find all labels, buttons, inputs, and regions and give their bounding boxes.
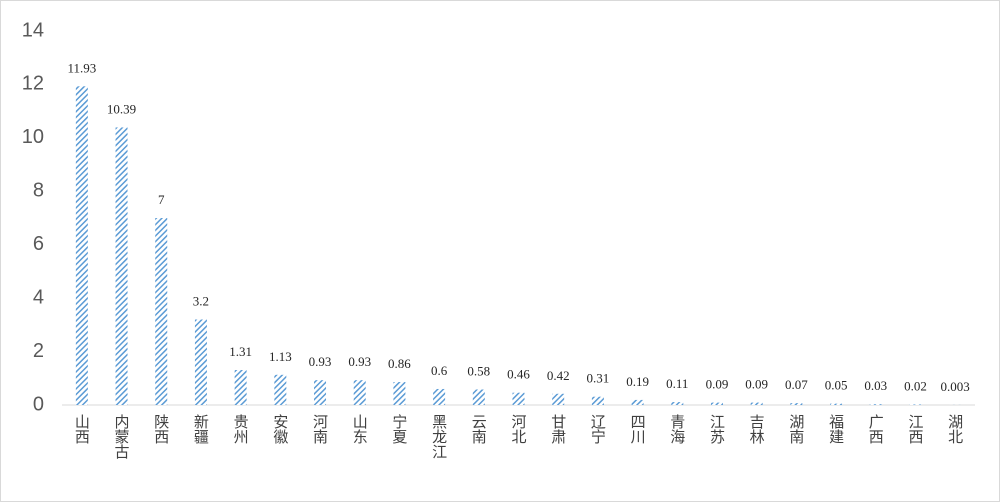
value-label: 0.05 xyxy=(825,378,848,393)
y-tick-label: 10 xyxy=(22,126,44,148)
y-tick-label: 14 xyxy=(22,19,44,41)
value-label: 0.03 xyxy=(864,378,887,393)
bar xyxy=(591,396,604,405)
x-tick-label: 江西 xyxy=(906,414,924,444)
value-label: 0.09 xyxy=(745,377,768,392)
bar xyxy=(790,403,803,405)
bar xyxy=(830,403,843,405)
x-tick-label: 广西 xyxy=(867,414,885,444)
x-tick-label: 安徽 xyxy=(271,414,289,444)
value-label: 0.09 xyxy=(706,377,729,392)
x-tick-label: 四川 xyxy=(629,414,647,444)
x-tick-label: 贵州 xyxy=(232,414,250,444)
x-tick-label: 江苏 xyxy=(708,414,726,445)
value-label: 0.11 xyxy=(666,376,688,391)
x-tick-label: 河北 xyxy=(510,414,528,444)
y-tick-label: 2 xyxy=(33,340,44,362)
x-tick-label: 青海 xyxy=(668,414,686,444)
bar xyxy=(671,402,684,405)
value-label: 11.93 xyxy=(67,60,96,75)
bar xyxy=(353,380,366,405)
value-label: 0.003 xyxy=(941,379,970,394)
x-tick-label: 湖北 xyxy=(946,414,964,444)
x-tick-label: 辽宁 xyxy=(589,414,607,444)
x-tick-label: 云南 xyxy=(470,414,488,444)
value-label: 0.02 xyxy=(904,378,927,393)
bar xyxy=(710,402,723,405)
bar xyxy=(433,388,446,405)
x-tick-label: 新疆 xyxy=(192,414,210,444)
value-label: 7 xyxy=(158,192,165,207)
y-tick-label: 6 xyxy=(33,233,44,255)
value-label: 0.07 xyxy=(785,377,808,392)
bar xyxy=(869,404,882,405)
bar xyxy=(909,404,922,405)
x-tick-label: 内蒙古 xyxy=(113,414,131,459)
bar xyxy=(512,392,525,405)
bar xyxy=(274,374,287,405)
x-tick-label: 陕西 xyxy=(152,414,170,444)
value-label: 0.86 xyxy=(388,356,411,371)
value-label: 0.93 xyxy=(348,354,371,369)
x-tick-label: 黑龙江 xyxy=(430,414,448,459)
value-label: 0.42 xyxy=(547,368,570,383)
bar xyxy=(155,218,168,405)
value-label: 1.13 xyxy=(269,349,292,364)
value-label: 0.58 xyxy=(467,364,490,379)
value-label: 0.19 xyxy=(626,374,649,389)
value-label: 10.39 xyxy=(107,101,136,116)
x-tick-label: 山东 xyxy=(351,414,369,444)
bar xyxy=(552,393,565,405)
y-tick-label: 12 xyxy=(22,73,44,95)
bar xyxy=(631,399,644,405)
bar xyxy=(314,380,327,405)
value-label: 0.31 xyxy=(587,371,610,386)
x-tick-label: 宁夏 xyxy=(390,414,408,444)
x-tick-label: 湖南 xyxy=(787,414,805,444)
y-tick-label: 0 xyxy=(33,393,44,415)
y-tick-label: 4 xyxy=(33,286,44,308)
bar xyxy=(115,127,128,405)
bar xyxy=(393,382,406,405)
x-tick-label: 河南 xyxy=(311,414,329,444)
x-tick-label: 山西 xyxy=(73,414,91,444)
x-tick-label: 福建 xyxy=(827,414,845,444)
value-label: 3.2 xyxy=(193,294,209,309)
bar xyxy=(75,86,88,405)
bar xyxy=(472,389,485,405)
y-tick-label: 8 xyxy=(33,180,44,202)
x-tick-label: 吉林 xyxy=(748,414,766,444)
bar xyxy=(750,402,763,405)
value-label: 0.93 xyxy=(309,354,332,369)
value-label: 1.31 xyxy=(229,344,252,359)
value-label: 0.6 xyxy=(431,363,448,378)
value-label: 0.46 xyxy=(507,367,530,382)
x-tick-label: 甘肃 xyxy=(549,414,567,444)
bar xyxy=(194,319,207,405)
bar xyxy=(234,370,247,405)
